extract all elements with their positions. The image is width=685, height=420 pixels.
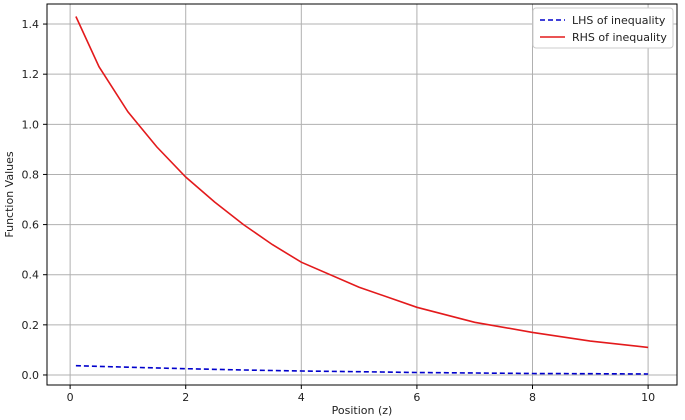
legend-label-lhs: LHS of inequality: [572, 14, 666, 27]
x-tick-label: 6: [413, 391, 420, 404]
y-tick-label: 1.4: [22, 18, 40, 31]
series-line-rhs: [75, 16, 649, 349]
y-tick-label: 0.8: [22, 168, 40, 181]
series-lines: [75, 16, 649, 375]
y-tick-label: 1.0: [22, 118, 40, 131]
x-tick-label: 0: [67, 391, 74, 404]
x-tick-label: 10: [641, 391, 655, 404]
plot-frame: [46, 3, 678, 386]
legend-box: [532, 7, 674, 49]
y-tick-label: 0.6: [22, 219, 40, 232]
x-tick-label: 2: [182, 391, 189, 404]
legend: LHS of inequality RHS of inequality: [532, 7, 674, 49]
y-tick-label: 0.0: [22, 369, 40, 382]
y-tick-label: 0.2: [22, 319, 40, 332]
x-axis-label: Position (z): [332, 404, 393, 417]
series-line-lhs: [75, 364, 649, 375]
legend-label-rhs: RHS of inequality: [572, 31, 667, 44]
ticks: 0 2 4 6 8 10 0.0 0.2 0.4 0.6 0.8 1.0 1.2 1.4: [22, 18, 656, 404]
x-tick-label: 4: [298, 391, 305, 404]
y-axis-label: Function Values: [3, 151, 16, 237]
y-tick-label: 1.2: [22, 68, 40, 81]
grid: [47, 4, 677, 385]
x-tick-label: 8: [529, 391, 536, 404]
y-tick-label: 0.4: [22, 269, 40, 282]
